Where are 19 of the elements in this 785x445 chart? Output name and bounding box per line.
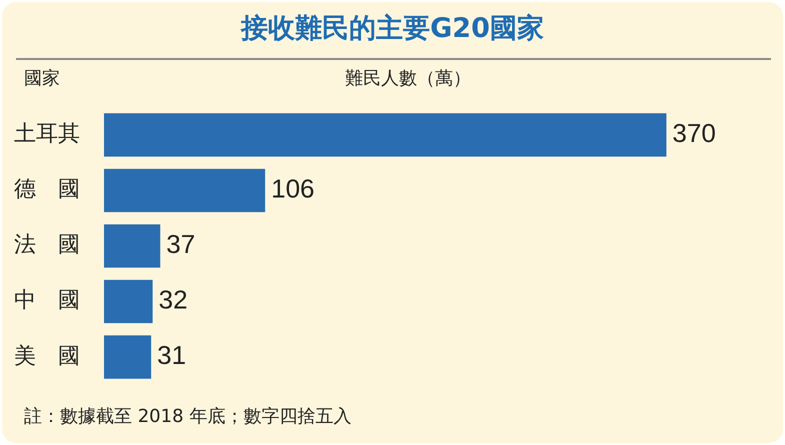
data-label: 106: [271, 174, 315, 204]
y-tick-label: 土耳其: [14, 122, 80, 147]
data-label: 31: [157, 340, 186, 370]
y-tick-label: 美 國: [14, 344, 80, 369]
bar: [104, 113, 666, 157]
data-label: 37: [166, 229, 196, 260]
bar: [104, 224, 160, 268]
y-axis-title: 國家: [24, 67, 60, 90]
data-label: 370: [672, 118, 716, 148]
bar: [104, 168, 266, 212]
chart-title: 接收難民的主要G20國家: [239, 12, 545, 46]
y-tick-label: 中 國: [14, 288, 80, 314]
x-axis-title: 難民人數（萬）: [344, 67, 472, 90]
data-label: 32: [158, 284, 188, 315]
bar: [104, 280, 153, 324]
y-tick-label: 法 國: [14, 232, 80, 258]
bar: [104, 335, 152, 379]
text: 註：數據截至 2018 年底；數字四捨五入: [24, 405, 352, 428]
y-tick-label: 德 國: [14, 177, 80, 202]
